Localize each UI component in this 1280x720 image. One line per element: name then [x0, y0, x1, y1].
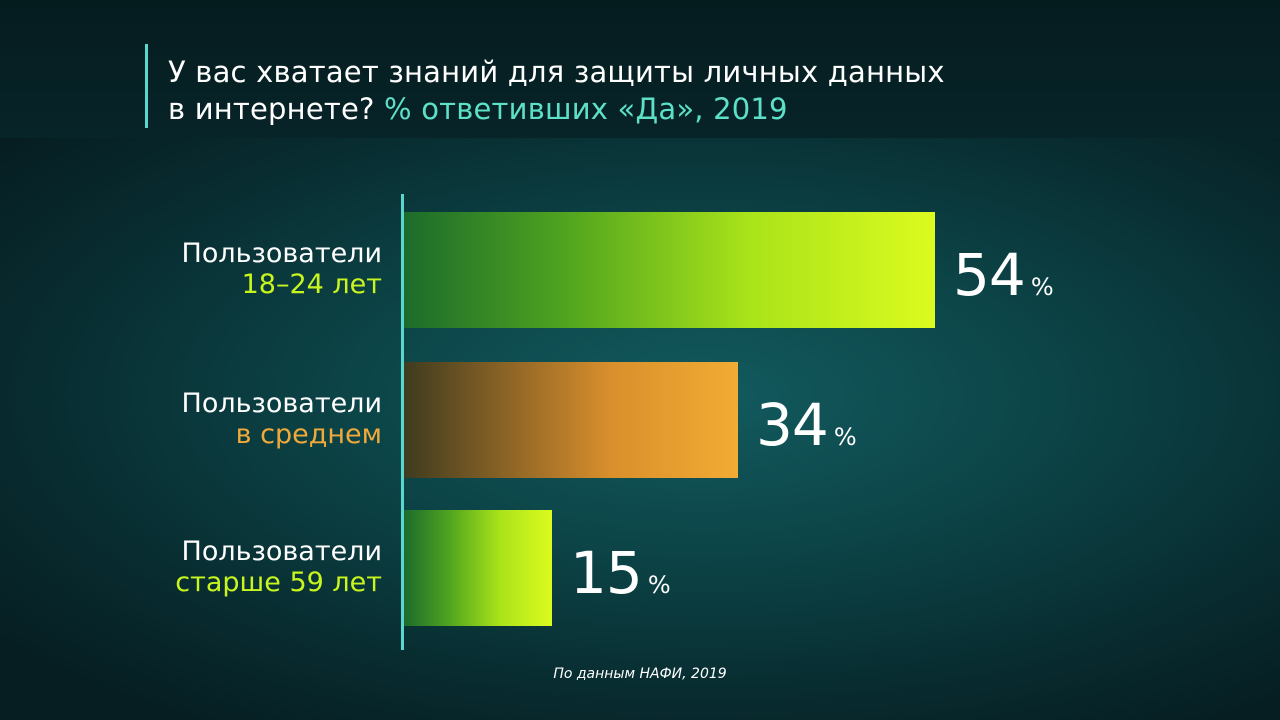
- bar-2: [404, 362, 738, 478]
- title-subtitle: % ответивших «Да», 2019: [384, 92, 788, 126]
- category-label-line-2: 18–24 лет: [241, 269, 382, 300]
- category-label-line-1: Пользователи: [181, 388, 382, 419]
- value-label-2: 34%: [756, 396, 857, 466]
- value-label-1: 54%: [953, 246, 1054, 316]
- source-note: По данным НАФИ, 2019: [553, 666, 727, 682]
- category-label-line-2: старше 59 лет: [175, 567, 382, 598]
- value-percent-sign: %: [833, 423, 857, 451]
- bar-3: [404, 510, 552, 626]
- value-percent-sign: %: [1030, 273, 1054, 301]
- category-label-1: Пользователи 18–24 лет: [182, 238, 382, 300]
- chart-axis-line: [401, 194, 404, 650]
- category-label-2: Пользователи в среднем: [182, 388, 382, 450]
- category-label-line-2: в среднем: [235, 419, 382, 450]
- title-line-2: в интернете? % ответивших «Да», 2019: [168, 91, 1068, 128]
- title-accent-rule: [145, 44, 148, 128]
- value-label-3: 15%: [570, 544, 671, 614]
- category-label-3: Пользователи старше 59 лет: [175, 536, 382, 598]
- bar-1: [404, 212, 935, 328]
- category-label-line-1: Пользователи: [181, 536, 382, 567]
- header-band: [0, 0, 1280, 138]
- value-number: 34: [756, 391, 829, 459]
- category-label-line-1: Пользователи: [181, 238, 382, 269]
- value-number: 54: [953, 241, 1026, 309]
- title-line-1: У вас хватает знаний для защиты личных д…: [168, 55, 945, 89]
- value-number: 15: [570, 539, 643, 607]
- value-percent-sign: %: [647, 571, 671, 599]
- title-line-2-main: в интернете?: [168, 92, 375, 126]
- chart-title: У вас хватает знаний для защиты личных д…: [168, 54, 1068, 128]
